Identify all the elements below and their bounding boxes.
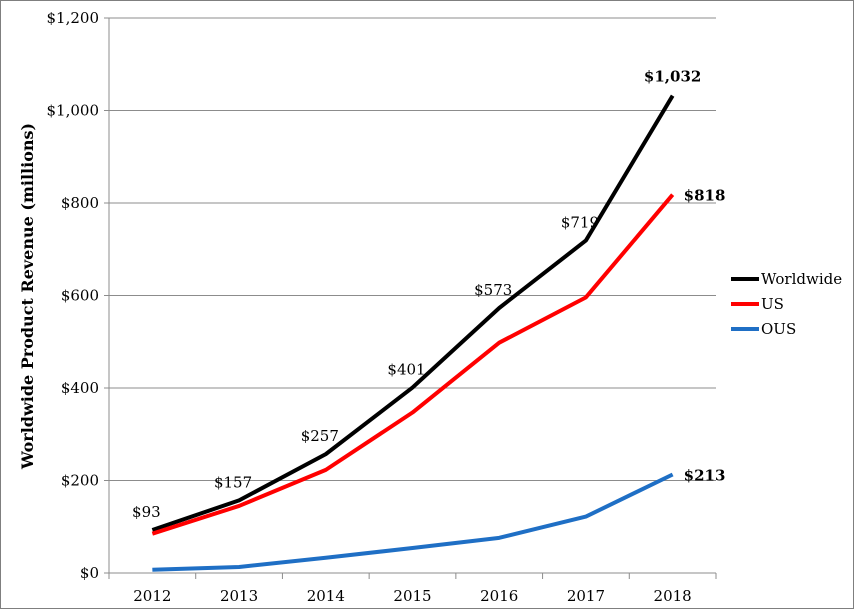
x-tick-labels: 2012 2013 2014 2015 2016 2017 2018: [133, 587, 691, 605]
y-tick-label: $600: [61, 287, 99, 305]
gridlines: [109, 17, 716, 481]
x-tick-label: 2016: [480, 587, 518, 605]
data-label-us: $818: [684, 187, 726, 205]
y-tick-labels: $0 $200 $400 $600 $800 $1,000 $1,200: [47, 9, 100, 582]
y-tick-label: $200: [61, 472, 99, 490]
data-label-worldwide: $257: [301, 427, 339, 445]
series-lines: [151, 94, 675, 572]
legend-label: US: [761, 295, 784, 313]
data-label-ous: $213: [684, 466, 726, 484]
data-label-worldwide: $1,032: [644, 68, 701, 86]
y-tick-label: $1,000: [47, 102, 100, 120]
x-tick-label: 2015: [393, 587, 431, 605]
data-label-worldwide: $157: [214, 473, 252, 491]
x-tick-label: 2012: [133, 587, 171, 605]
series-line-ous: [152, 472, 674, 572]
legend-label: OUS: [761, 320, 796, 338]
x-tick-label: 2018: [654, 587, 692, 605]
legend-label: Worldwide: [761, 270, 842, 288]
y-tick-label: $800: [61, 194, 99, 212]
series-line-worldwide: [151, 94, 675, 532]
x-tick-label: 2017: [567, 587, 605, 605]
data-labels: $93 $157 $257 $401 $573 $719 $1,032 $818 $213: [132, 68, 725, 521]
y-tick-label: $400: [61, 379, 99, 397]
legend: Worldwide US OUS: [731, 270, 842, 338]
y-tick-label: $0: [80, 564, 99, 582]
y-axis-label: Worldwide Product Revenue (millions): [18, 123, 37, 470]
data-label-worldwide: $401: [387, 361, 425, 379]
data-label-worldwide: $719: [561, 213, 599, 231]
data-label-worldwide: $573: [474, 281, 512, 299]
axes: [104, 17, 717, 579]
data-label-worldwide: $93: [132, 503, 161, 521]
x-tick-label: 2013: [220, 587, 258, 605]
x-tick-label: 2014: [307, 587, 345, 605]
y-tick-label: $1,200: [47, 9, 100, 27]
series-line-us: [151, 193, 675, 536]
